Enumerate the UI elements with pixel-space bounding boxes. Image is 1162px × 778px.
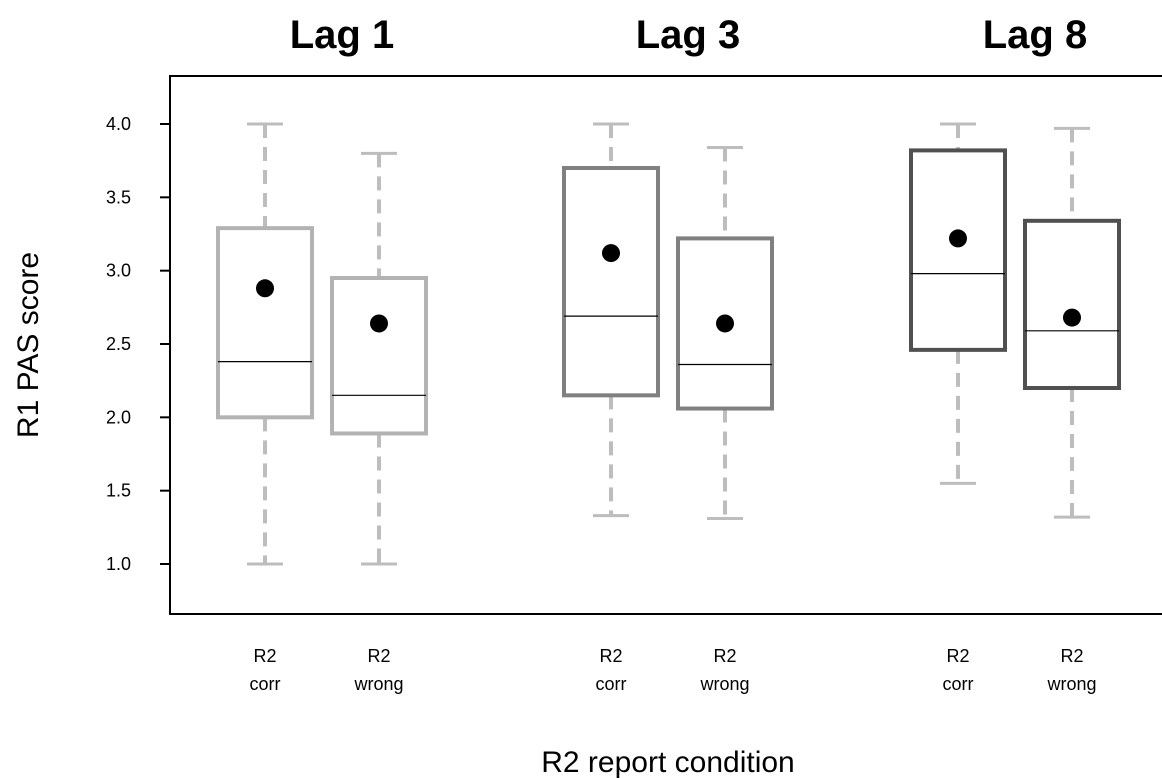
x-label-line2-g3-b1: corr xyxy=(943,674,974,694)
mean-dot-g3-b1 xyxy=(949,229,967,248)
y-tick-label-3: 2.5 xyxy=(106,334,131,354)
x-axis-title: R2 report condition xyxy=(541,746,794,778)
mean-dot-g1-b2 xyxy=(370,314,388,333)
boxes xyxy=(216,122,1121,566)
mean-dot-g1-b1 xyxy=(256,279,274,298)
x-label-line2-g1-b2: wrong xyxy=(353,674,403,694)
mean-dot-g3-b2 xyxy=(1063,308,1081,327)
y-tick-label-5: 3.5 xyxy=(106,187,131,207)
x-label-line2-g1-b1: corr xyxy=(250,674,281,694)
x-category-labels: R2 corr R2 wrong R2 corr R2 wrong R2 corr R2 wrong xyxy=(250,646,1097,694)
mean-dot-g2-b2 xyxy=(716,314,734,333)
x-label-line2-g3-b2: wrong xyxy=(1046,674,1096,694)
panel-title-1: Lag 1 xyxy=(290,13,394,57)
panel-titles: Lag 1 Lag 3 Lag 8 xyxy=(290,13,1087,57)
y-tick-label-1: 1.5 xyxy=(106,481,131,501)
x-label-line1-g2-b2: R2 xyxy=(713,646,736,666)
y-tick-label-4: 3.0 xyxy=(106,261,131,281)
x-label-line1-g3-b1: R2 xyxy=(946,646,969,666)
box-g1-b1 xyxy=(216,226,314,420)
y-tick-label-2: 2.0 xyxy=(106,407,131,427)
panel-title-3: Lag 8 xyxy=(983,13,1087,57)
box-g3-b1 xyxy=(909,148,1007,352)
box-g1-b2 xyxy=(330,276,428,436)
x-label-line1-g3-b2: R2 xyxy=(1060,646,1083,666)
y-tick-label-6: 4.0 xyxy=(106,114,131,134)
x-label-line1-g2-b1: R2 xyxy=(599,646,622,666)
mean-dot-g2-b1 xyxy=(602,244,620,263)
y-axis-title: R1 PAS score xyxy=(12,252,45,438)
x-label-line1-g1-b1: R2 xyxy=(253,646,276,666)
box-g3-b2 xyxy=(1023,218,1121,390)
y-tick-label-0: 1.0 xyxy=(106,554,131,574)
panel-title-2: Lag 3 xyxy=(636,13,740,57)
x-label-line2-g2-b1: corr xyxy=(596,674,627,694)
x-label-line1-g1-b2: R2 xyxy=(367,646,390,666)
x-label-line2-g2-b2: wrong xyxy=(699,674,749,694)
plot-frame xyxy=(169,75,1162,615)
box-g2-b1 xyxy=(562,166,660,398)
y-axis: 1.0 1.5 2.0 2.5 3.0 3.5 4.0 xyxy=(106,114,170,574)
